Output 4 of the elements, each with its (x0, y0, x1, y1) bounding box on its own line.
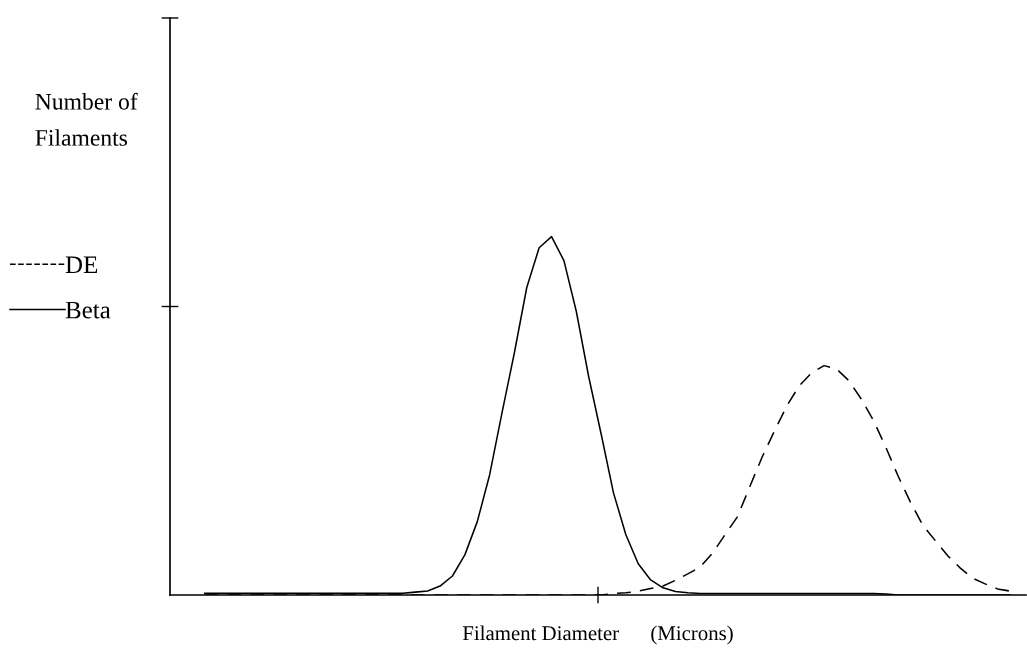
legend-label: Beta (65, 301, 111, 319)
legend-label: DE (65, 256, 98, 273)
y-axis-title: Number of Filaments (35, 92, 138, 146)
x-axis-title: Filament Diameter (Microns) (462, 625, 733, 645)
